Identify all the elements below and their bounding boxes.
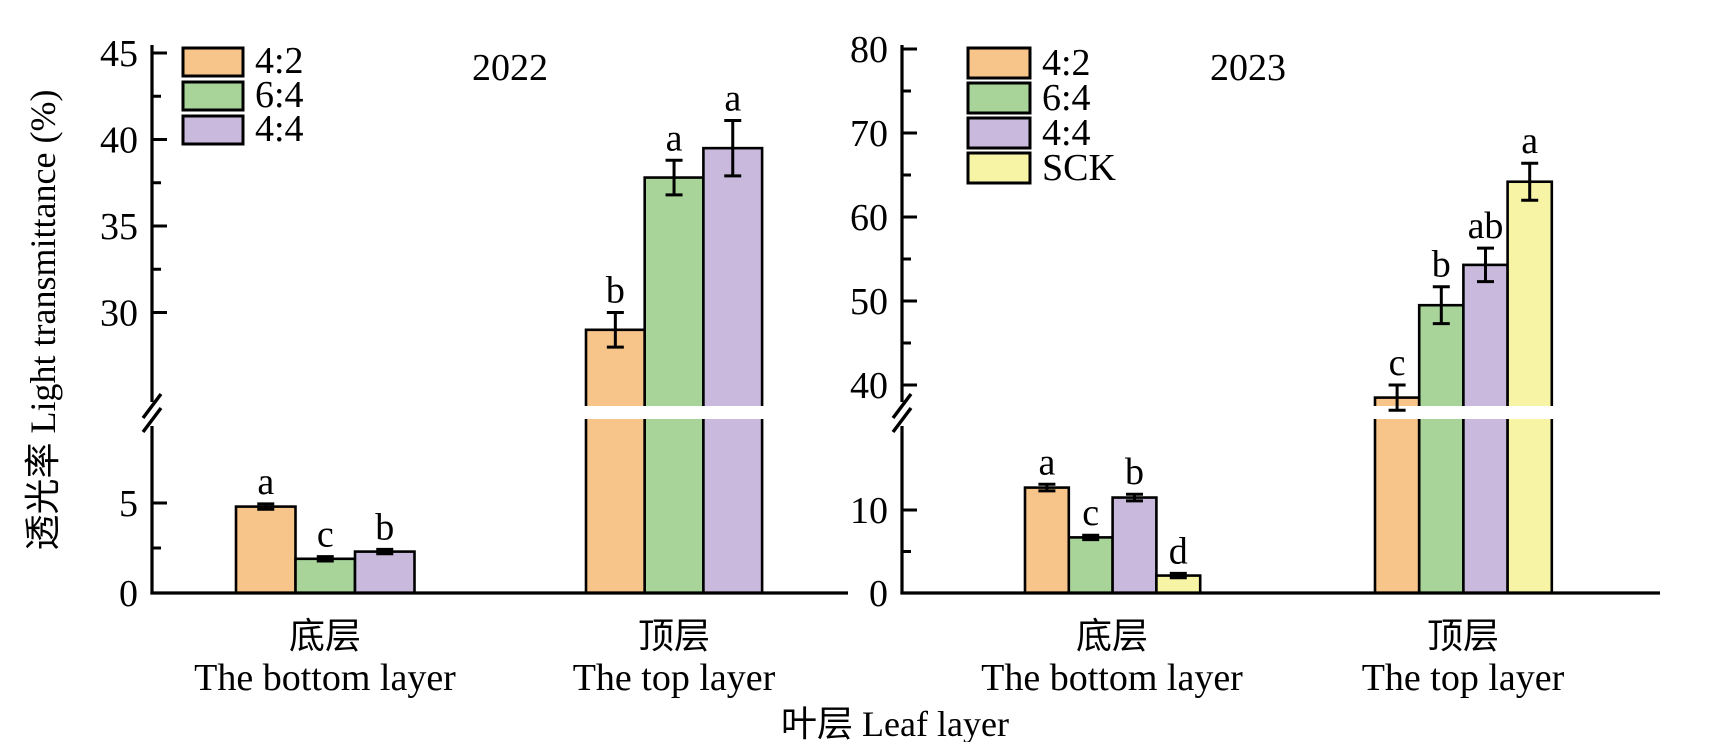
y-tick-label: 30 [100, 293, 138, 335]
legend-swatch-4:4 [966, 116, 1032, 150]
bar-SCK-top-layer [1506, 180, 1554, 595]
significance-letter: a [257, 461, 274, 503]
x-axis-title: 叶层 Leaf layer [781, 704, 1009, 742]
bar-6:4-bottom-layer [294, 557, 357, 595]
significance-letter: c [317, 514, 334, 556]
bar-6:4-bottom-layer [1067, 536, 1114, 595]
legend-swatch-4:2 [966, 46, 1032, 80]
legend-label-6:4: 6:4 [255, 74, 304, 116]
category-label-en: The top layer [573, 657, 776, 699]
category-label-en: The bottom layer [981, 657, 1243, 699]
bar-4:4-top-layer [702, 146, 764, 595]
y-tick-label: 0 [119, 573, 138, 615]
bar-6:4-top-layer [643, 176, 705, 595]
axis-break-band [583, 406, 766, 419]
bar-4:2-bottom-layer [234, 505, 297, 595]
bar-4:2-bottom-layer [1023, 486, 1071, 595]
y-tick-label: 40 [100, 120, 138, 162]
category-label-zh: 底层 [289, 616, 361, 656]
axis-break-gap [898, 402, 906, 426]
y-tick-label: 45 [100, 33, 138, 75]
bar-4:4-bottom-layer [1111, 496, 1158, 595]
bar-4:4-bottom-layer [353, 550, 416, 595]
bar-6:4-top-layer [1417, 303, 1465, 595]
legend-swatch-4:4 [181, 114, 245, 146]
legend-swatch-4:2 [181, 46, 245, 78]
axis-break-slash [141, 406, 163, 434]
legend-label-4:4: 4:4 [255, 108, 304, 150]
y-tick-label: 60 [850, 197, 888, 239]
significance-letter: b [1432, 244, 1451, 286]
axis-break-slash [891, 406, 913, 434]
significance-letter: a [1038, 441, 1055, 483]
significance-letter: c [1082, 492, 1099, 534]
axis-break-band [1372, 406, 1555, 419]
legend-label-4:2: 4:2 [255, 40, 304, 82]
category-label-zh: 顶层 [1427, 616, 1499, 656]
legend-label-6:4: 6:4 [1042, 77, 1091, 119]
significance-letter: ab [1468, 205, 1504, 247]
y-tick-label: 40 [850, 365, 888, 407]
y-axis-title: 透光率 Light transmittance (%) [23, 89, 63, 551]
category-label-en: The top layer [1362, 657, 1565, 699]
category-label-zh: 顶层 [638, 616, 710, 656]
y-tick-label: 35 [100, 206, 138, 248]
category-label-zh: 底层 [1076, 616, 1148, 656]
significance-letter: a [724, 77, 741, 119]
y-tick-label: 10 [850, 490, 888, 532]
y-tick-label: 5 [119, 483, 138, 525]
bar-4:2-top-layer [1373, 396, 1421, 595]
legend-label-4:4: 4:4 [1042, 112, 1091, 154]
legend-swatch-6:4 [181, 80, 245, 112]
significance-letter: d [1169, 530, 1188, 572]
significance-letter: a [666, 117, 683, 159]
category-label-en: The bottom layer [194, 657, 456, 699]
legend-label-4:2: 4:2 [1042, 42, 1091, 84]
significance-letter: c [1389, 342, 1406, 384]
significance-letter: b [606, 270, 625, 312]
legend-swatch-6:4 [966, 81, 1032, 115]
panel-title-2023: 2023 [1210, 47, 1286, 89]
axis-break-slash [141, 392, 163, 420]
axis-break-slash [891, 392, 913, 420]
significance-letter: b [375, 506, 394, 548]
y-tick-label: 70 [850, 113, 888, 155]
y-tick-label: 0 [869, 573, 888, 615]
legend-swatch-SCK [966, 151, 1032, 185]
significance-letter: a [1521, 120, 1538, 162]
significance-letter: b [1125, 451, 1144, 493]
y-tick-label: 80 [850, 29, 888, 71]
panel-title-2022: 2022 [472, 47, 548, 89]
y-tick-label: 50 [850, 281, 888, 323]
bar-4:4-top-layer [1462, 263, 1509, 595]
bar-4:2-top-layer [584, 328, 647, 595]
legend-label-SCK: SCK [1042, 147, 1116, 189]
axis-break-gap [148, 402, 156, 426]
